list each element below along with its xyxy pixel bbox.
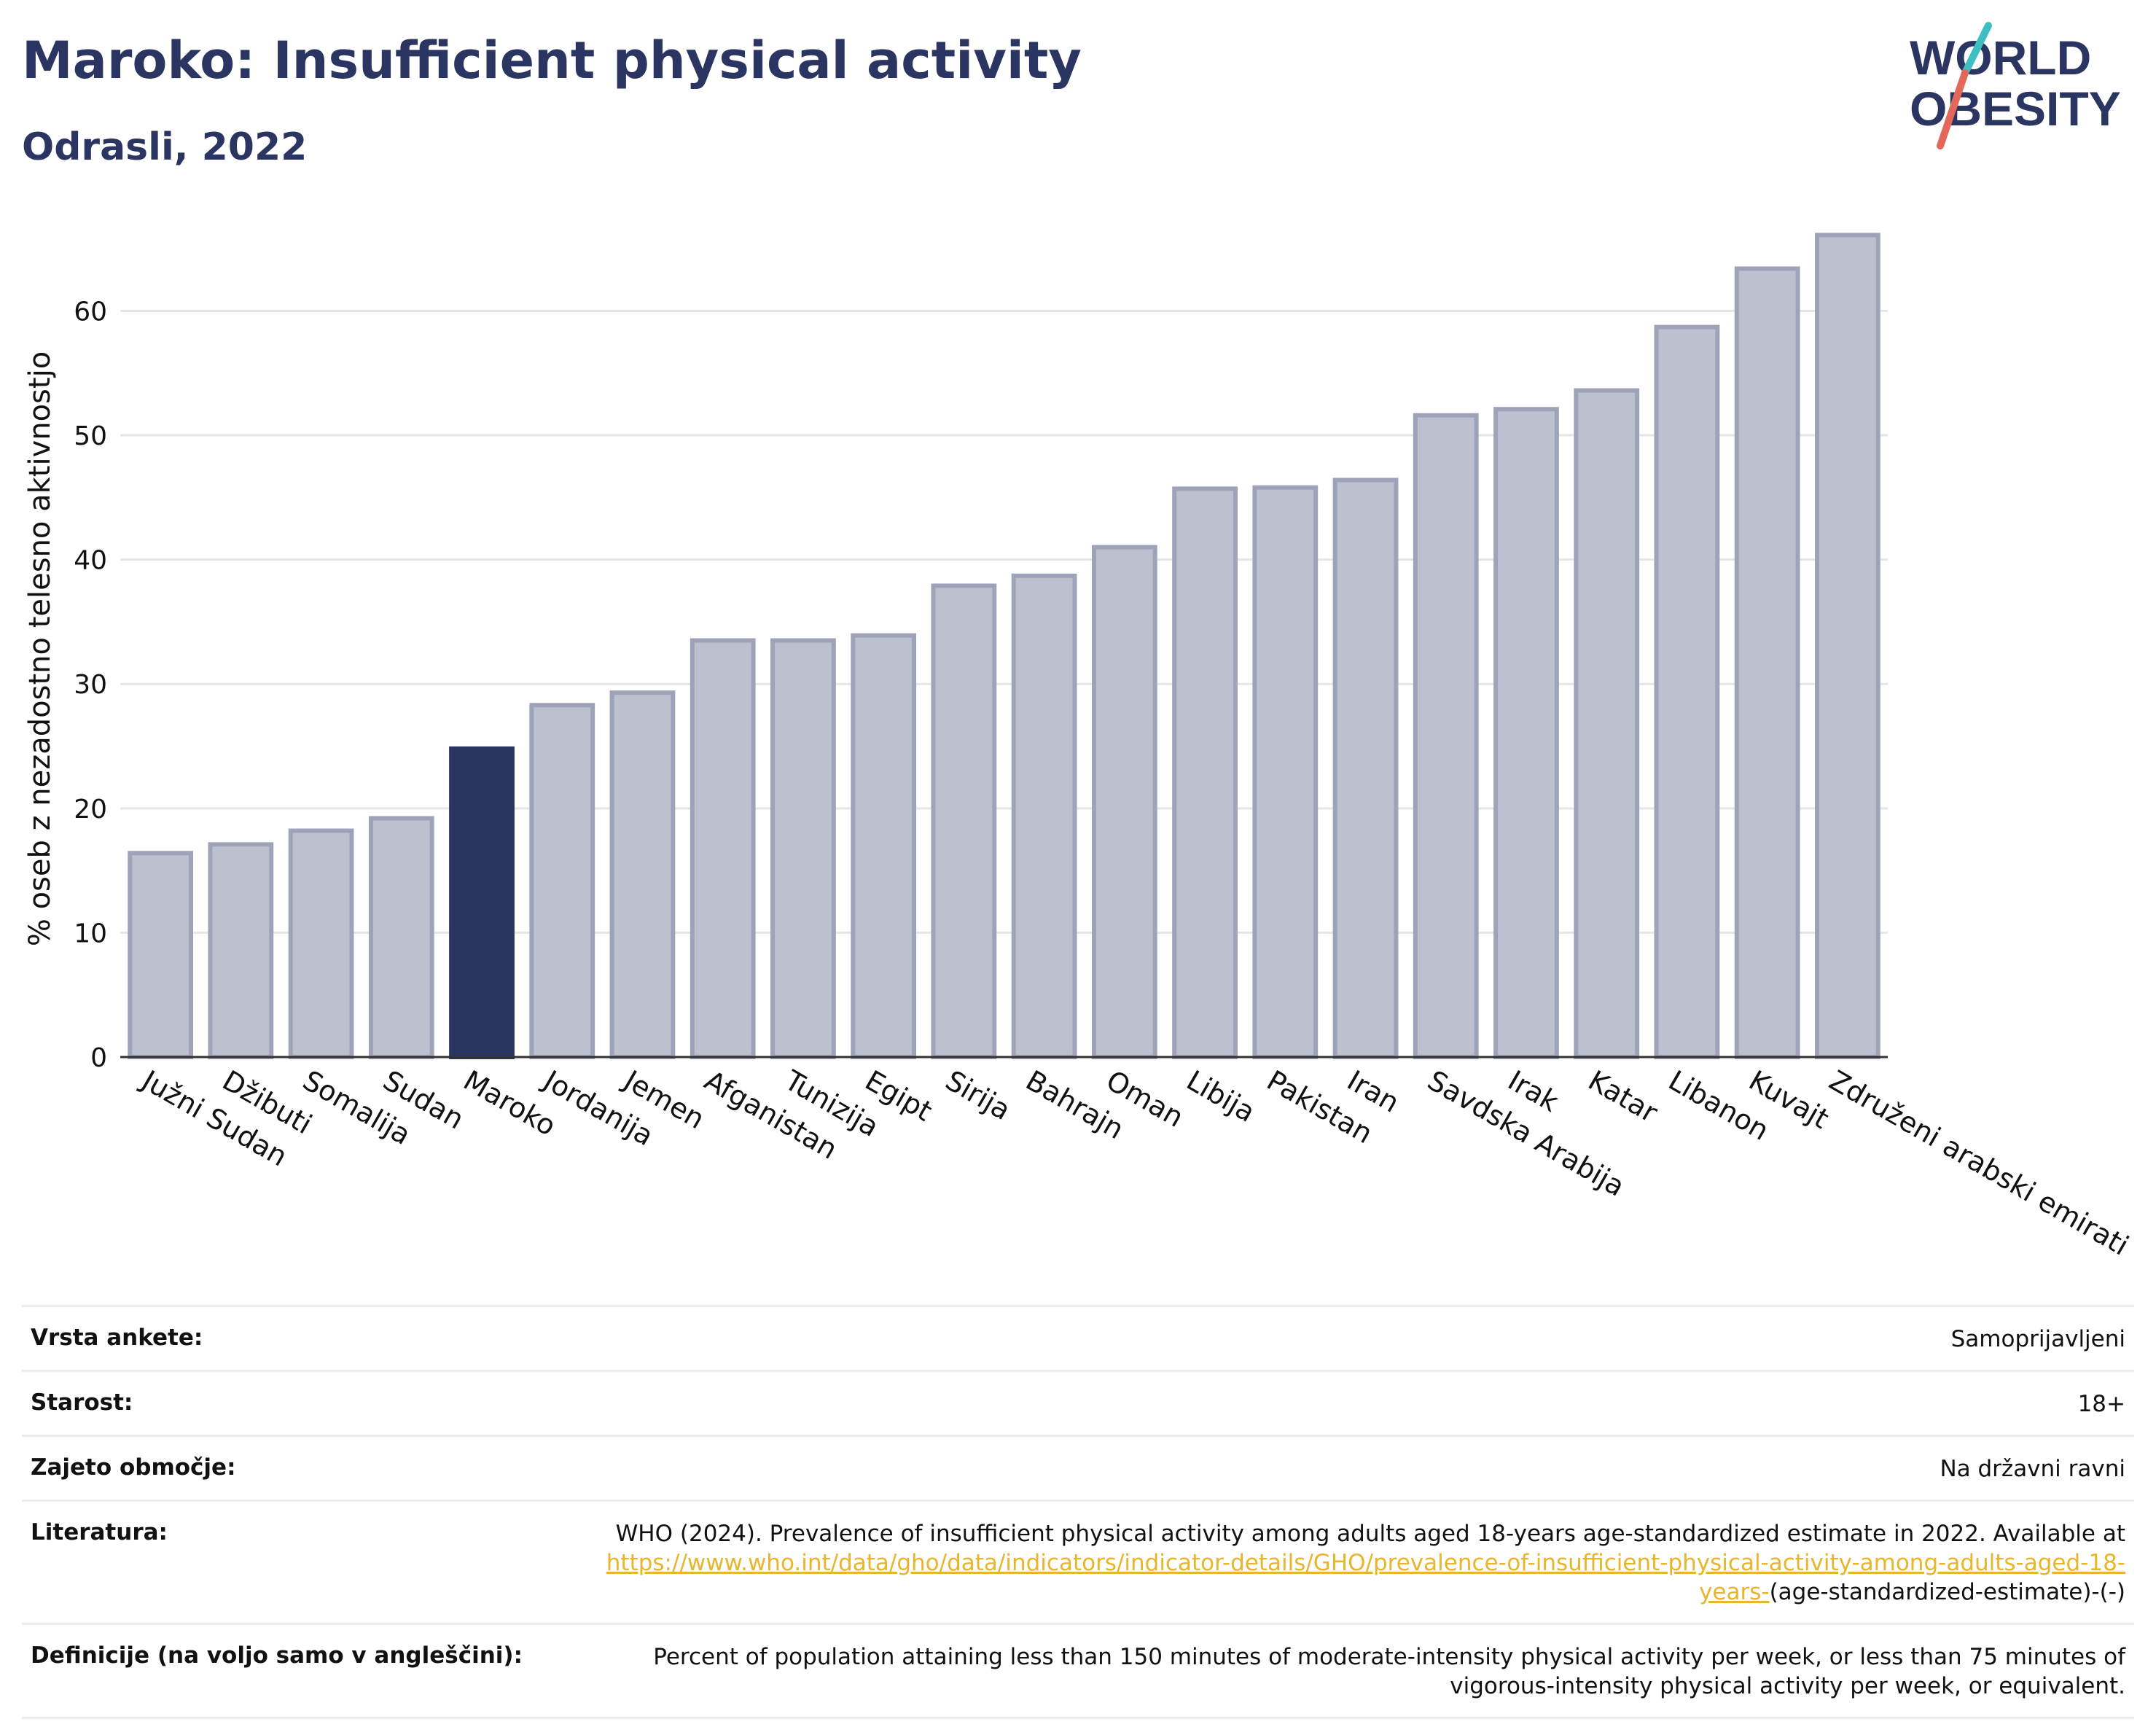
bar-maroko [449, 746, 515, 1059]
bar-layer [128, 233, 1880, 1060]
metadata-value: 18+ [2078, 1389, 2125, 1419]
bar-sirija [931, 583, 997, 1059]
y-tick-label: 20 [74, 795, 107, 824]
bar-združeni-arabski-emirati [1815, 233, 1880, 1060]
metadata-value-text: Na državni ravni [1940, 1456, 2125, 1482]
bar-libanon [1654, 324, 1720, 1060]
logo-line-obesity: OBESITY [1910, 82, 2121, 136]
x-tick-label: Združeni arabski emirati [1824, 1064, 2134, 1262]
metadata-row: Zajeto območje: Na državni ravni [22, 1435, 2134, 1500]
bar-afganistan [690, 638, 756, 1059]
metadata-value-text: Percent of population attaining less tha… [653, 1644, 2125, 1699]
bar-somalija [288, 828, 354, 1059]
bar-jemen [609, 690, 676, 1059]
bar-irak [1493, 407, 1559, 1059]
bar-kuvajt [1734, 266, 1800, 1060]
reference-link-suffix: (age-standardized-estimate)-(-) [1769, 1579, 2125, 1605]
bar-iran [1332, 477, 1399, 1059]
y-tick-label: 50 [74, 421, 107, 451]
metadata-row: Literatura: WHO (2024). Prevalence of ins… [22, 1500, 2134, 1623]
reference-link[interactable]: https://www.who.int/data/gho/data/indica… [606, 1550, 2125, 1605]
metadata-value: Samoprijavljeni [1951, 1325, 2125, 1354]
bar-katar [1574, 388, 1640, 1060]
y-tick-label: 30 [74, 670, 107, 700]
metadata-value-text: Samoprijavljeni [1950, 1326, 2125, 1352]
x-tick-label: Katar [1583, 1064, 1663, 1129]
metadata-row: Definicije (na voljo samo v angleščini):… [22, 1623, 2134, 1719]
world-obesity-logo: WORLD OBESITY [1910, 22, 2121, 149]
metadata-label: Zajeto območje: [31, 1454, 236, 1481]
metadata-value-text: WHO (2024). Prevalence of insufficient p… [615, 1521, 2125, 1547]
y-tick-label: 0 [90, 1043, 107, 1073]
metadata-label: Starost: [31, 1389, 133, 1416]
x-tick-label: Maroko [458, 1064, 562, 1142]
bar-sudan [368, 816, 434, 1059]
bar-oman [1091, 545, 1157, 1059]
y-tick-label: 40 [74, 546, 107, 576]
metadata-label: Literatura: [31, 1519, 168, 1545]
metadata-label: Vrsta ankete: [31, 1325, 203, 1351]
metadata-value: Percent of population attaining less tha… [558, 1642, 2125, 1701]
y-axis-label: % oseb z nezadostno telesno aktivnostjo [23, 351, 57, 946]
logo-slash-red [1937, 69, 1969, 149]
logo-slash-teal [1961, 22, 1992, 77]
metadata-value: Na državni ravni [1940, 1454, 2125, 1483]
page-subtitle: Odrasli, 2022 [22, 125, 308, 169]
bar-džibuti [208, 842, 274, 1059]
bar-savdska-arabija [1413, 413, 1479, 1059]
metadata-table: Vrsta ankete: Samoprijavljeni Starost: 18+ Z… [22, 1305, 2134, 1719]
y-tick-label: 60 [74, 297, 107, 327]
bar-pakistan [1252, 485, 1319, 1059]
bar-libija [1172, 486, 1238, 1060]
y-tick-label: 10 [74, 919, 107, 948]
page-title: Maroko: Insufficient physical activity [22, 31, 1082, 90]
logo-line-world: WORLD [1910, 31, 2091, 85]
bar-južni-sudan [128, 851, 194, 1059]
bar-egipt [851, 633, 917, 1059]
bar-bahrajn [1011, 573, 1077, 1059]
bar-tunizija [770, 638, 836, 1059]
metadata-label: Definicije (na voljo samo v angleščini): [31, 1642, 523, 1669]
x-tick-label: Sirija [940, 1064, 1016, 1126]
metadata-row: Starost: 18+ [22, 1370, 2134, 1435]
metadata-value: WHO (2024). Prevalence of insufficient p… [558, 1519, 2125, 1607]
metadata-value-text: 18+ [2077, 1391, 2125, 1417]
x-tick-label: Libija [1181, 1064, 1261, 1128]
bar-jordanija [529, 703, 595, 1059]
metadata-row: Vrsta ankete: Samoprijavljeni [22, 1305, 2134, 1370]
